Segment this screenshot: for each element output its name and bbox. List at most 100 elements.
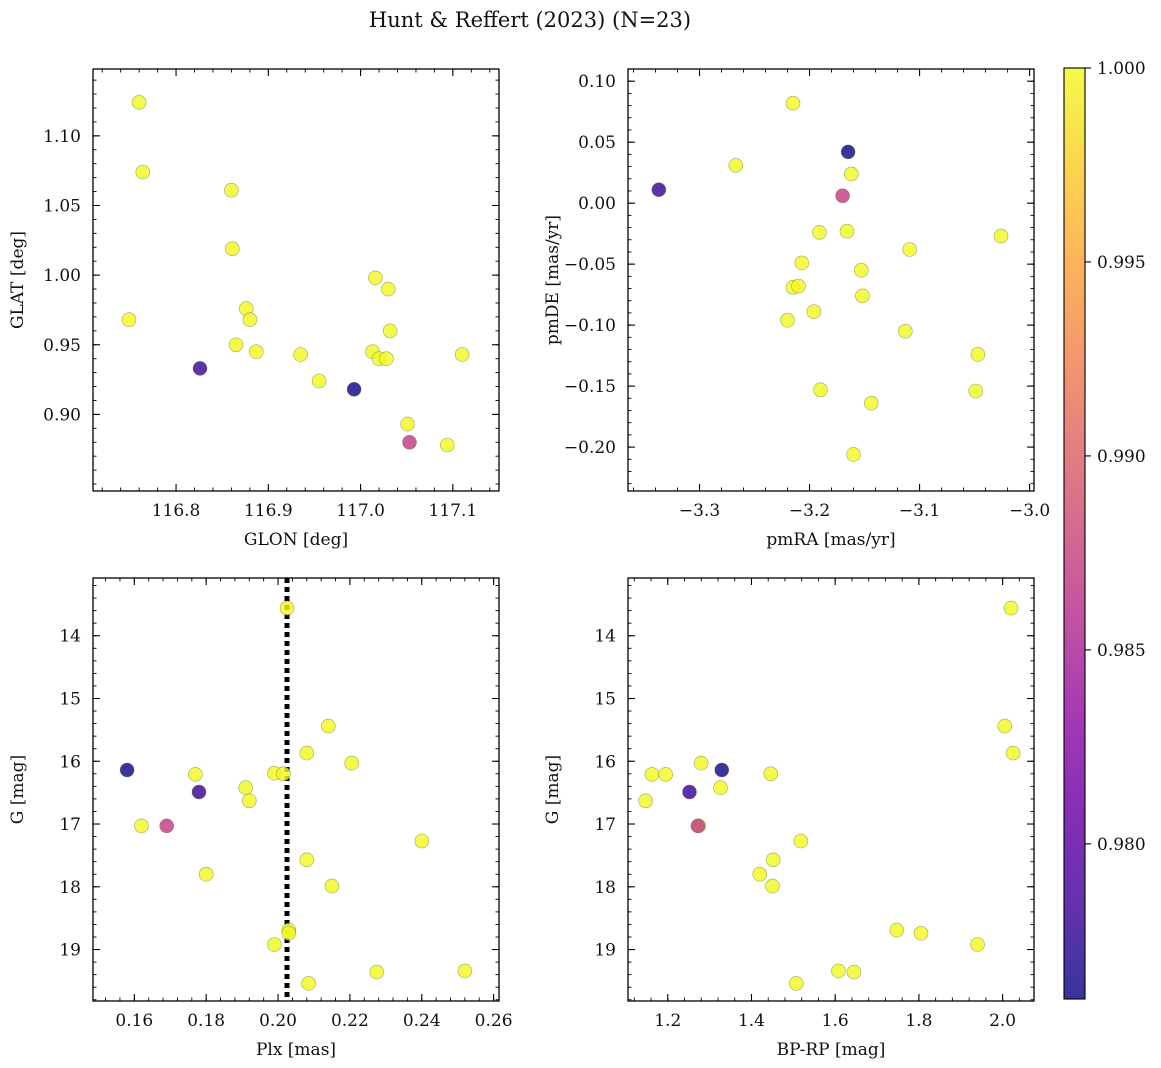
- scatter-point: [324, 878, 340, 894]
- scatter-point: [238, 780, 253, 795]
- scatter-point: [301, 976, 316, 991]
- scatter-point: [913, 925, 929, 941]
- x-tick-label: 0.26: [475, 1011, 513, 1031]
- colorbar-tick-label: 0.990: [1097, 447, 1146, 467]
- scatter-point: [279, 600, 295, 616]
- scatter-point: [839, 223, 855, 239]
- x-tick-label: 0.16: [115, 1011, 153, 1031]
- scatter-point: [831, 963, 846, 979]
- y-tick-label: 19: [594, 941, 616, 961]
- y-tick-label: −0.10: [564, 316, 616, 336]
- x-tick-label: 0.22: [331, 1011, 369, 1031]
- plot-area: [93, 69, 499, 491]
- figure-title: Hunt & Reffert (2023) (N=23): [369, 8, 691, 32]
- y-tick-label: −0.05: [564, 255, 616, 275]
- scatter-point: [311, 373, 327, 389]
- scatter-point: [889, 922, 905, 938]
- scatter-point: [658, 767, 674, 782]
- scatter-point: [368, 270, 383, 286]
- scatter-point: [267, 937, 282, 952]
- scatter-point: [855, 288, 870, 304]
- x-tick-label: 117.1: [429, 501, 478, 521]
- x-tick-label: 0.24: [403, 1011, 441, 1031]
- y-tick-label: −0.20: [564, 438, 616, 458]
- x-tick-label: 117.0: [336, 501, 385, 521]
- panel-bprp-g: 1.2 1.4 1.6 1.8 2.0 14 15 16 17 18 19 BP-RP [mag] G …: [543, 577, 1035, 1060]
- x-tick-label: 2.0: [989, 1011, 1016, 1031]
- scatter-point: [135, 164, 151, 180]
- y-tick-label: 0.95: [43, 336, 81, 356]
- y-axis-label: G [mag]: [543, 755, 563, 824]
- scatter-point: [242, 793, 257, 809]
- scatter-point: [993, 228, 1009, 244]
- scatter-point: [997, 718, 1013, 734]
- scatter-point: [765, 852, 781, 868]
- scatter-point: [276, 766, 291, 782]
- y-tick-label: 1.00: [43, 266, 81, 286]
- x-tick-label: 1.2: [654, 1011, 681, 1031]
- scatter-point: [840, 144, 856, 160]
- scatter-point: [897, 323, 913, 339]
- scatter-point: [970, 937, 985, 952]
- scatter-point: [134, 818, 149, 834]
- scatter-point: [638, 793, 653, 809]
- scatter-point: [1003, 600, 1019, 616]
- scatter-point: [651, 182, 667, 197]
- scatter-point: [191, 784, 207, 800]
- scatter-point: [400, 416, 415, 432]
- x-tick-label: 0.20: [259, 1011, 297, 1031]
- scatter-point: [402, 434, 417, 450]
- scatter-point: [192, 361, 208, 376]
- scatter-point: [765, 878, 780, 894]
- scatter-point: [457, 963, 473, 979]
- colorbar-tick-label: 0.995: [1097, 253, 1146, 273]
- scatter-point: [131, 95, 147, 110]
- colorbar-tick-label: 0.985: [1097, 641, 1146, 661]
- scatter-point: [454, 347, 470, 362]
- axes-frame: [627, 577, 1035, 1002]
- scatter-point: [242, 312, 258, 328]
- scatter-point: [188, 767, 203, 782]
- panel-pmra-pmde: −3.3 −3.2 −3.1 −3.0 −0.20 −0.15 −0.10 −0.05 0.00…: [543, 68, 1050, 550]
- x-axis-label: pmRA [mas/yr]: [766, 530, 895, 550]
- scatter-point: [752, 866, 768, 882]
- scatter-point: [380, 281, 396, 297]
- scatter-point: [844, 166, 859, 182]
- y-tick-label: 0.90: [43, 405, 81, 425]
- scatter-point: [293, 347, 308, 362]
- x-tick-label: 1.6: [822, 1011, 849, 1031]
- x-tick-label: −3.0: [1009, 501, 1050, 521]
- x-axis-label: GLON [deg]: [244, 530, 348, 550]
- scatter-point: [813, 382, 828, 398]
- colorbar-frame: [1063, 67, 1086, 1000]
- scatter-point: [780, 312, 795, 328]
- scatter-point: [344, 755, 360, 771]
- colorbar-gradient: [1064, 68, 1085, 999]
- y-tick-label: 14: [594, 627, 616, 647]
- x-axis-label: Plx [mas]: [256, 1040, 336, 1060]
- x-tick-label: 1.4: [738, 1011, 765, 1031]
- scatter-point: [791, 278, 806, 294]
- y-tick-label: 16: [594, 752, 616, 772]
- plot-area: [628, 69, 1034, 491]
- scatter-point: [846, 447, 861, 462]
- y-tick-label: 18: [59, 878, 81, 898]
- plot-area: [93, 578, 499, 1001]
- scatter-point: [785, 95, 801, 111]
- scatter-point: [853, 262, 869, 278]
- scatter-point: [763, 766, 779, 782]
- y-tick-label: 17: [59, 815, 81, 835]
- scatter-point: [225, 241, 240, 256]
- scatter-point: [812, 225, 827, 240]
- scatter-point: [121, 312, 137, 328]
- y-tick-label: 18: [594, 878, 616, 898]
- scatter-point: [902, 242, 918, 257]
- scatter-point: [693, 755, 709, 771]
- scatter-point: [198, 866, 214, 882]
- y-tick-label: 0.00: [578, 194, 616, 214]
- scatter-point: [281, 925, 297, 941]
- scatter-point: [970, 347, 986, 362]
- colorbar: 0.980 0.985 0.990 0.995 1.000: [1063, 59, 1146, 1000]
- scatter-point: [690, 818, 706, 834]
- y-axis-label: GLAT [deg]: [8, 231, 28, 329]
